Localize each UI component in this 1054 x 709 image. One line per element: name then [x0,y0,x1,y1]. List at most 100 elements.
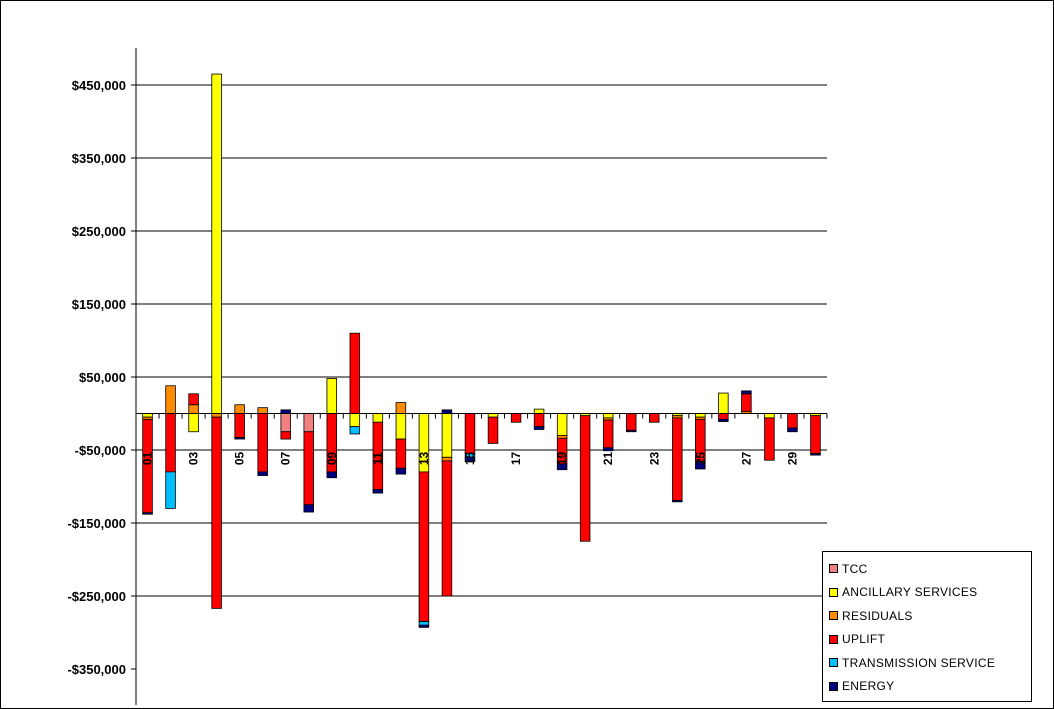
x-tick-label: 15 [463,452,477,466]
y-tick-label: $50,000 [79,370,126,385]
legend-swatch [829,658,838,668]
bar-segment [326,471,338,479]
zero-axis [135,413,828,419]
y-axis: $450,000 $350,000 $250,000 $150,000 $50,000 -… [67,48,137,705]
x-tick-label: 03 [187,452,201,466]
bar-segment [303,413,314,433]
x-axis-labels: 01 03 05 07 09 11 13 15 17 19 21 23 25 27 29 [141,452,800,466]
bar-segment [303,504,314,513]
legend-label: ANCILLARY SERVICES [842,585,978,600]
bar-segment [234,404,245,414]
bar-segment [257,471,268,476]
x-tick-label: 19 [555,452,569,466]
x-tick-label: 07 [279,452,293,466]
bar-segment [188,413,199,433]
bar-segment [695,461,706,470]
legend-item: TRANSMISSION SERVICE [829,651,1031,675]
gridlines [136,84,827,597]
bar-segment [165,385,176,414]
x-tick-label: 01 [141,452,155,466]
bar-segment [211,73,222,414]
bar-segment [349,426,361,435]
bar-segment [441,456,453,462]
bar-segment [556,463,568,471]
bar-segment [625,413,637,431]
y-tick-label: -$50,000 [75,443,126,458]
bar-segment [303,431,314,506]
bar-segment [810,415,821,455]
bar-segment [602,413,614,419]
bar-segment [764,417,775,461]
bar-segment [441,409,453,414]
y-tick-label: -$250,000 [67,589,126,604]
x-tick-label: 27 [739,452,753,466]
x-tick-label: 09 [325,452,339,466]
bar-segment [602,419,614,449]
bar-segment [257,413,268,473]
bar-segment [142,413,153,418]
bar-segment [718,418,729,422]
legend-item: ANCILLARY SERVICES [829,581,1031,605]
bar-segment [464,456,476,463]
x-tick-label: 13 [417,452,431,466]
bar-segment [234,437,245,440]
bar-segment [142,512,153,515]
bar-segment [579,415,591,542]
bar-segment [441,460,453,597]
y-tick-label: $150,000 [72,297,126,312]
bar-segment [649,413,660,423]
bar-segment [257,407,268,414]
bar-segment [672,417,683,501]
bar-segment [280,409,291,414]
bar-segment [741,390,752,395]
bar-segment [395,413,407,440]
bar-segment [810,453,821,456]
bar-segment [487,416,499,444]
x-tick-label: 25 [693,452,707,466]
x-tick-label: 17 [509,452,523,466]
bar-segment [188,404,199,414]
bar-segment [533,426,545,430]
legend-label: TRANSMISSION SERVICE [842,655,996,670]
bar-segment [165,413,176,473]
bars [142,73,821,628]
bar-segment [372,489,384,494]
legend-swatch [829,564,838,574]
x-tick-label: 23 [647,452,661,466]
bar-segment [741,393,752,412]
bar-segment [234,413,245,438]
bar-segment [718,413,729,420]
bar-segment [533,413,545,428]
legend-label: UPLIFT [842,632,886,647]
legend-label: RESIDUALS [842,608,913,623]
bar-segment [625,429,637,433]
bar-segment [372,413,384,423]
legend-swatch [829,634,838,644]
bar-segment [764,413,775,419]
y-tick-label: $250,000 [72,224,126,239]
bar-segment [510,413,522,423]
x-tick-label: 11 [371,452,385,465]
bar-segment [165,471,176,509]
bar-segment [418,624,430,628]
y-tick-label: $350,000 [72,151,126,166]
bar-segment [349,332,361,414]
bar-segment [211,413,222,418]
legend-swatch [829,611,838,621]
legend-item: TCC [829,557,1031,581]
legend-item: UPLIFT [829,628,1031,652]
bar-segment [718,392,729,414]
bar-segment [395,467,407,475]
bar-segment [441,413,453,458]
bar-segment [280,413,291,433]
bar-segment [349,413,361,428]
bar-segment [787,427,798,433]
legend: TCC ANCILLARY SERVICES RESIDUALS UPLIFT TRAN… [822,551,1032,702]
y-tick-label: -$150,000 [67,516,126,531]
y-tick-label: $450,000 [72,78,126,93]
bar-segment [188,393,199,406]
legend-label: TCC [842,561,868,576]
bar-segment [395,402,407,414]
bar-segment [395,438,407,469]
